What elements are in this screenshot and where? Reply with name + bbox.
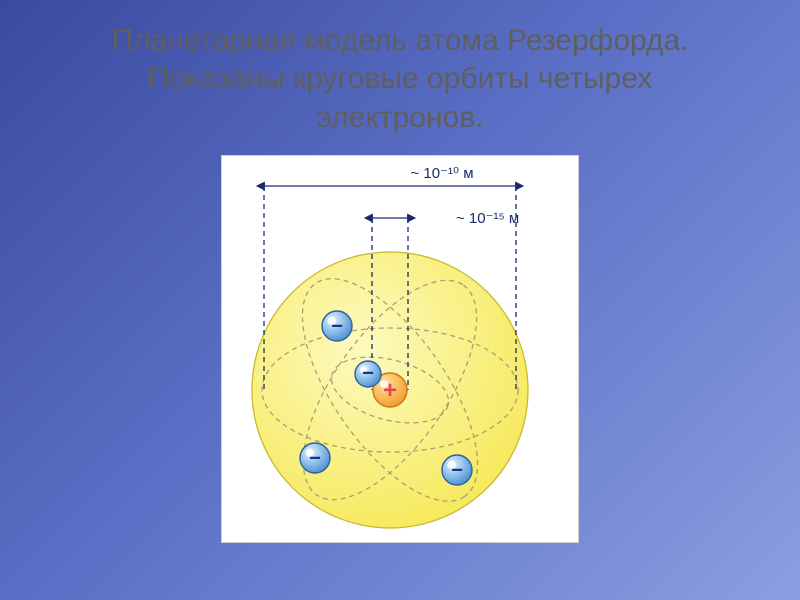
electron-charge-label: − — [362, 362, 374, 384]
atom-diagram-figure: ~ 10⁻¹⁰ м~ 10⁻¹⁵ м+−−−− — [221, 155, 579, 543]
outer-dimension-label: ~ 10⁻¹⁰ м — [410, 165, 473, 182]
electron-charge-label: − — [451, 459, 463, 481]
slide-title: Планетарная модель атома Резерфорда. Пок… — [0, 22, 800, 137]
electron-charge-label: − — [309, 447, 321, 469]
nucleus-charge-label: + — [383, 377, 397, 404]
slide: Планетарная модель атома Резерфорда. Пок… — [0, 0, 800, 600]
title-line-3: электронов. — [30, 99, 770, 137]
atom-diagram-svg: ~ 10⁻¹⁰ м~ 10⁻¹⁵ м+−−−− — [222, 156, 578, 542]
title-line-2: Показаны круговые орбиты четырех — [30, 60, 770, 98]
electron-charge-label: − — [331, 315, 343, 337]
inner-dimension-label: ~ 10⁻¹⁵ м — [456, 210, 519, 227]
title-line-1: Планетарная модель атома Резерфорда. — [30, 22, 770, 60]
